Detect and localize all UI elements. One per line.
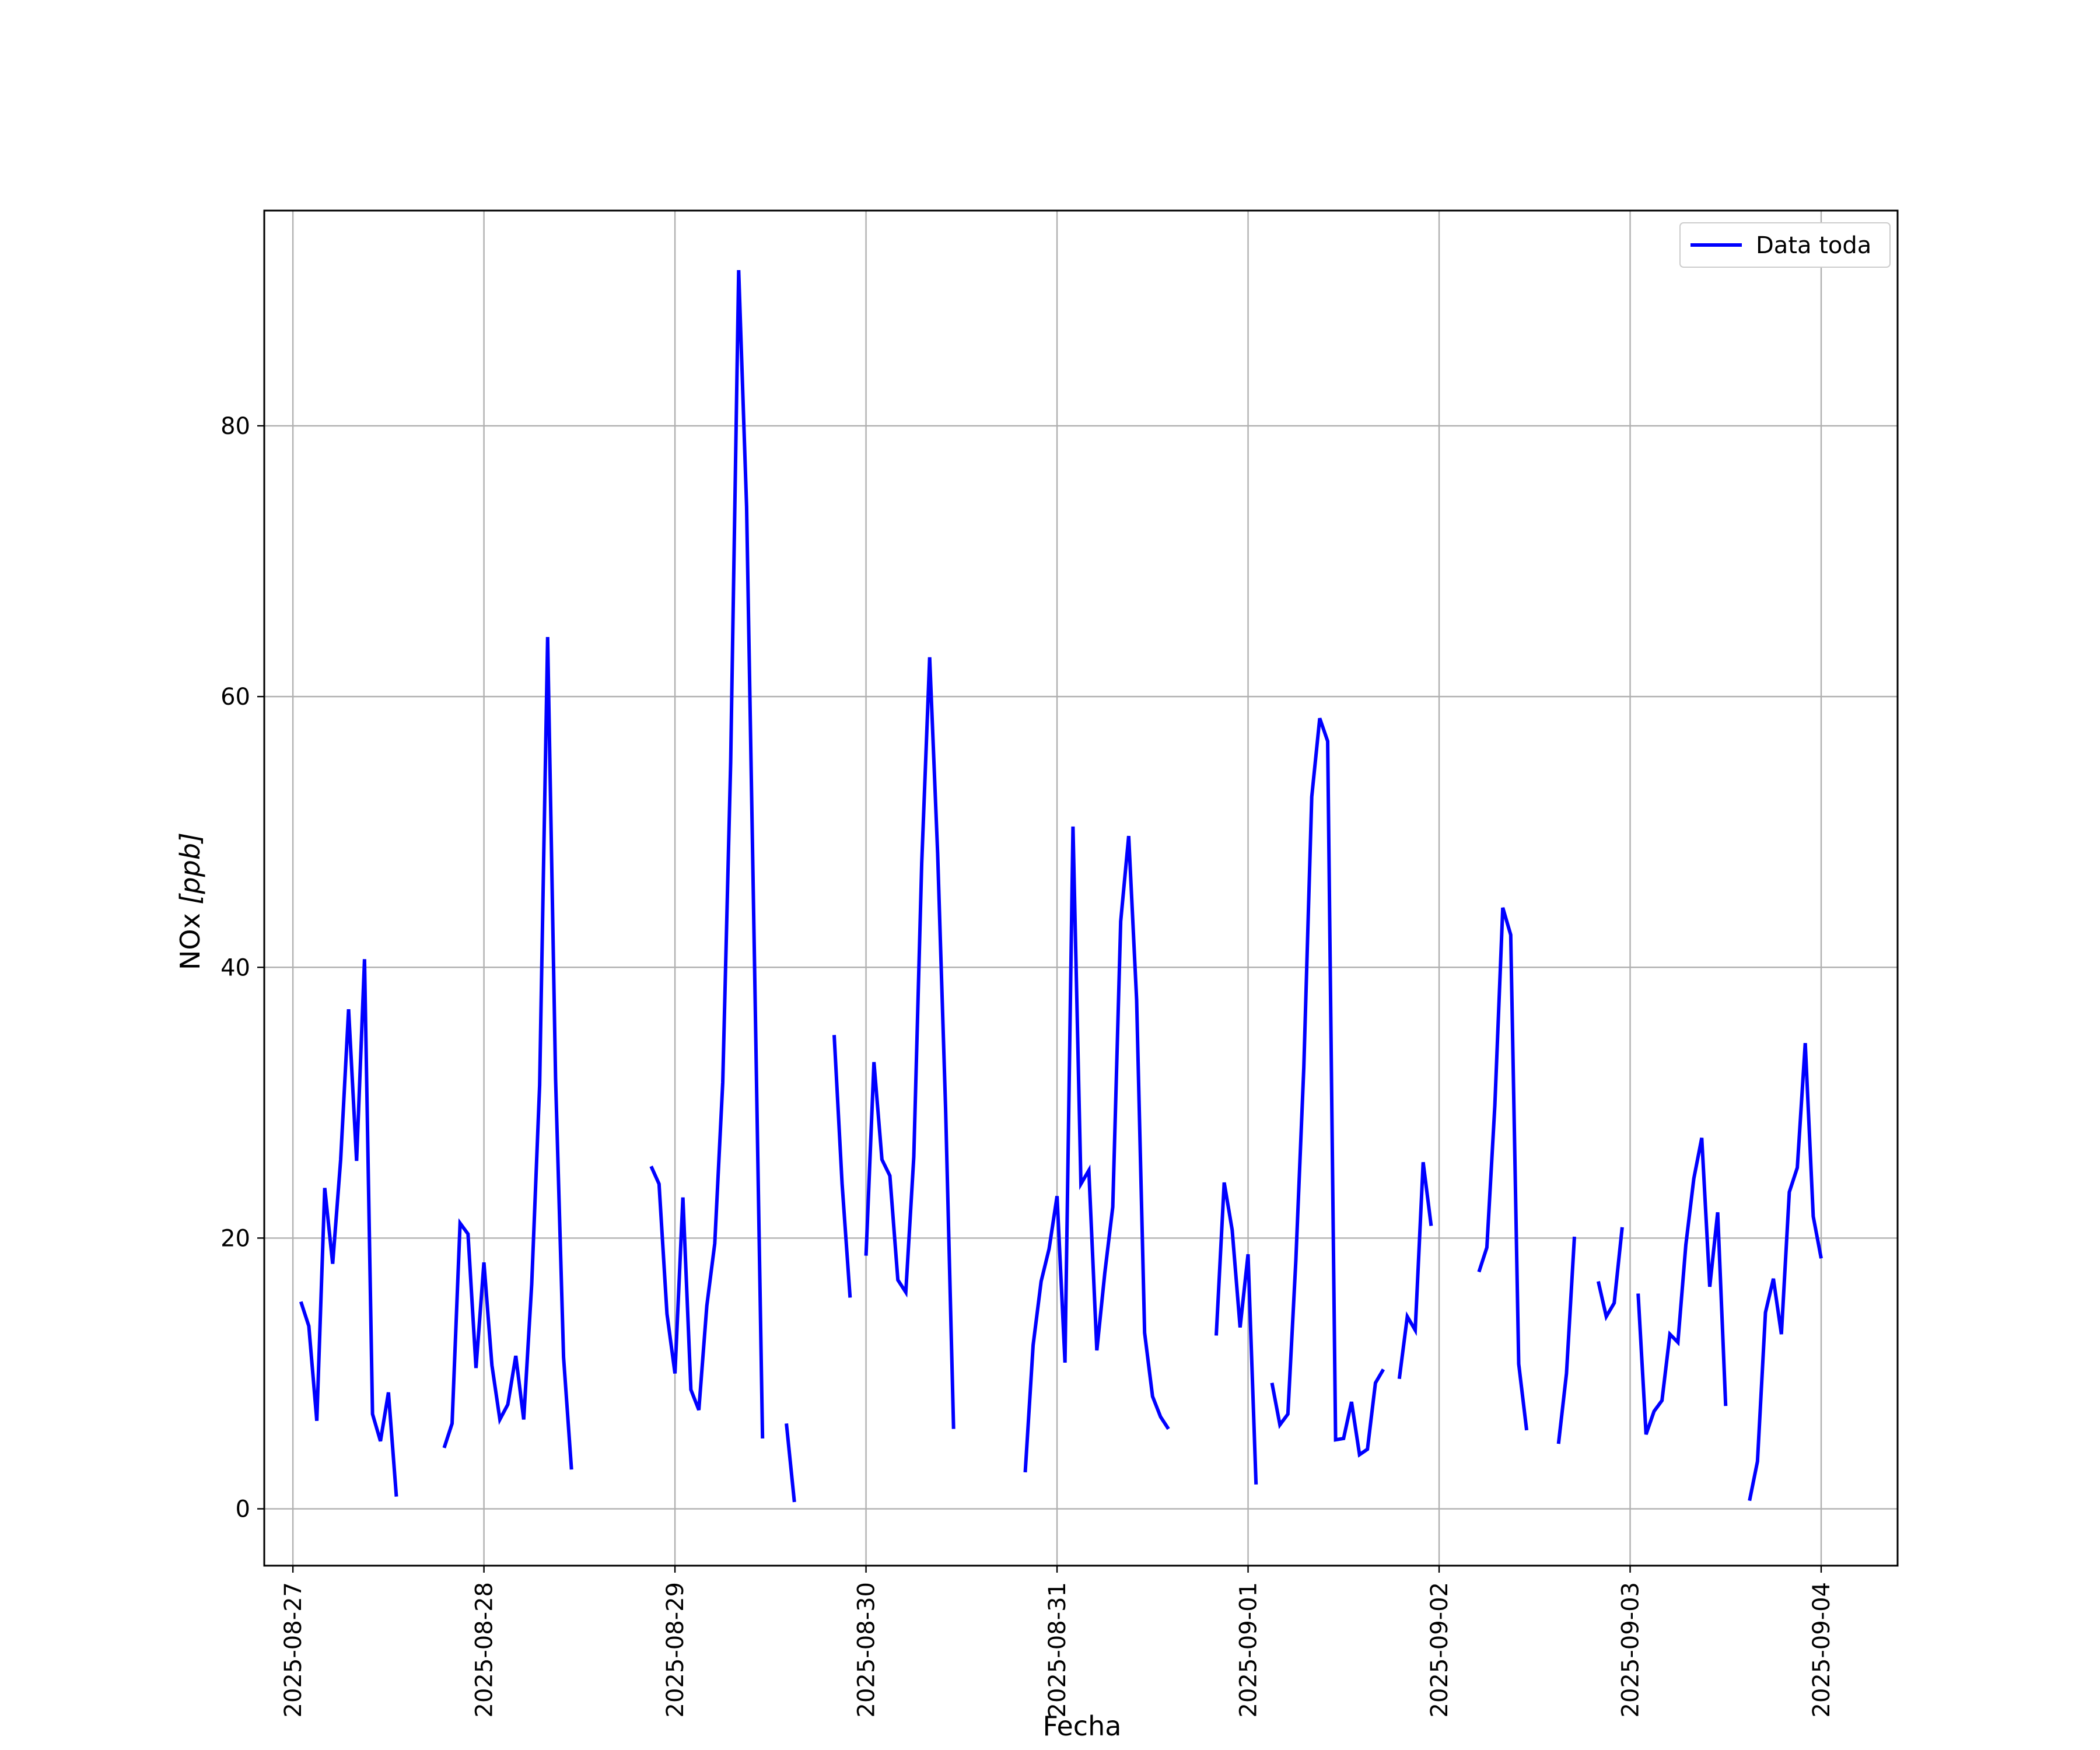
y-tick-label: 60 — [220, 684, 250, 710]
series-line-segment — [864, 657, 956, 1429]
series-line-segment — [442, 636, 573, 1470]
x-axis-ticks: 2025-08-27 2025-08-28 2025-08-29 2025-08-30… — [280, 1566, 1835, 1717]
grid-lines — [264, 211, 1898, 1566]
x-tick-label: 2025-08-28 — [471, 1582, 498, 1717]
x-tick-label: 2025-09-01 — [1236, 1582, 1262, 1717]
y-tick-label: 0 — [236, 1496, 250, 1523]
y-tick-label: 40 — [220, 954, 250, 981]
series-line-segment — [1397, 1162, 1433, 1380]
y-axis-label: NOx [ppb] — [174, 832, 206, 970]
series-line-segment — [649, 270, 765, 1438]
x-axis-label: Fecha — [1043, 1710, 1122, 1742]
series-line-segment — [1214, 1182, 1258, 1485]
y-axis-label-main: NOx — [174, 905, 206, 970]
series-line-segment — [299, 959, 398, 1497]
y-axis-ticks: 0 20 40 60 80 — [220, 413, 264, 1523]
y-axis-label-unit: [ppb] — [174, 832, 206, 905]
x-tick-label: 2025-08-27 — [280, 1582, 307, 1717]
legend: Data toda — [1679, 222, 1891, 268]
series-line-segment — [785, 1423, 796, 1503]
x-tick-label: 2025-09-04 — [1808, 1582, 1835, 1717]
series-line-segment — [832, 1035, 852, 1298]
series-line-segment — [1636, 1138, 1728, 1435]
x-tick-label: 2025-08-31 — [1044, 1582, 1071, 1717]
y-tick-label: 20 — [220, 1225, 250, 1252]
series-line-segment — [1023, 826, 1170, 1473]
x-tick-label: 2025-09-03 — [1618, 1582, 1644, 1717]
legend-box — [1679, 222, 1891, 268]
x-tick-label: 2025-09-02 — [1426, 1582, 1453, 1717]
series-data-toda — [299, 270, 1823, 1503]
series-line-segment — [1556, 1236, 1576, 1444]
x-tick-label: 2025-08-30 — [853, 1582, 880, 1717]
series-line-segment — [1270, 718, 1385, 1458]
y-tick-label: 80 — [220, 413, 250, 440]
x-tick-label: 2025-08-29 — [662, 1582, 689, 1717]
series-line-segment — [1748, 1043, 1823, 1502]
series-line-segment — [1477, 907, 1529, 1431]
plot-area-frame — [263, 209, 1899, 1567]
legend-label-data-toda: Data toda — [1756, 232, 1871, 259]
series-line-segment — [1596, 1227, 1624, 1322]
